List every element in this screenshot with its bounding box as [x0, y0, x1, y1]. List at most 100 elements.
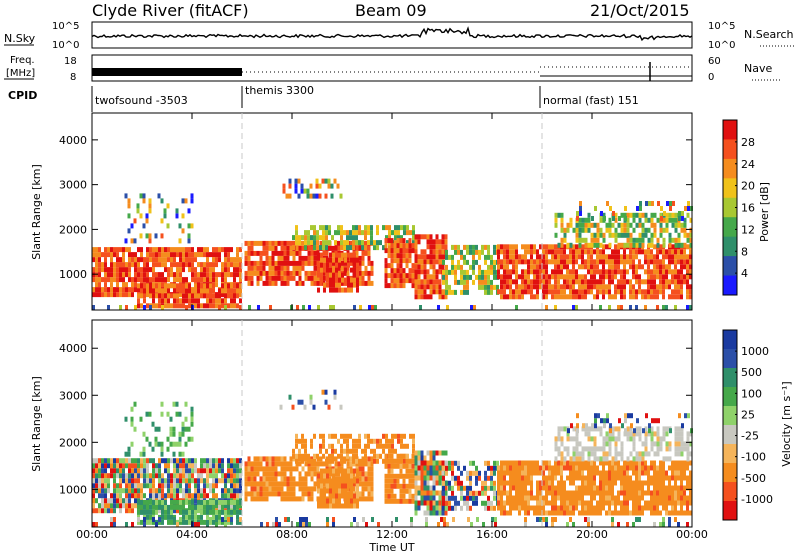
velocity-cell	[161, 473, 164, 479]
velocity-cell	[475, 495, 478, 501]
velocity-cell	[206, 499, 209, 505]
velocity-cell	[638, 431, 642, 437]
power-cell	[92, 247, 95, 253]
velocity-cell	[560, 490, 563, 496]
velocity-cell	[188, 458, 191, 464]
power-cell	[164, 283, 167, 289]
velocity-cell	[316, 453, 319, 459]
power-cell	[463, 244, 466, 250]
velocity-cell	[396, 473, 400, 479]
power-cell	[662, 305, 665, 310]
velocity-cell	[521, 495, 524, 501]
velocity-cell	[152, 509, 155, 515]
velocity-cell	[460, 480, 463, 486]
date-label: 21/Oct/2015	[590, 1, 690, 20]
velocity-cell	[172, 401, 176, 407]
power-cell	[578, 242, 582, 248]
velocity-cell	[347, 468, 350, 474]
velocity-cell	[567, 428, 570, 434]
power-cell	[122, 277, 125, 283]
power-cell	[611, 232, 615, 238]
power-cell	[638, 232, 642, 238]
velocity-cell	[563, 505, 566, 511]
power-cell	[674, 212, 678, 218]
power-cell	[435, 234, 439, 240]
velocity-cell	[130, 441, 134, 447]
power-cell	[674, 289, 677, 295]
velocity-cell	[665, 431, 669, 437]
velocity-cell	[227, 463, 230, 469]
velocity-cell	[484, 470, 487, 476]
velocity-cell	[134, 473, 137, 479]
power-cell	[689, 259, 692, 265]
power-cell	[560, 212, 564, 218]
velocity-cell	[170, 499, 173, 505]
power-cell	[683, 232, 687, 238]
velocity-cell	[665, 441, 669, 447]
power-cell	[167, 293, 170, 299]
power-cell	[438, 279, 442, 285]
velocity-cell	[496, 460, 499, 466]
velocity-cell	[140, 499, 143, 505]
power-cell	[233, 303, 236, 309]
power-cell	[400, 235, 403, 241]
velocity-cell	[364, 443, 367, 449]
velocity-cell	[623, 500, 626, 506]
power-cell	[367, 275, 371, 281]
power-cell	[197, 252, 200, 258]
power-cell	[152, 262, 155, 268]
velocity-cell	[203, 509, 206, 515]
velocity-cell	[647, 465, 650, 471]
power-cell	[515, 294, 518, 300]
power-cell	[338, 277, 341, 283]
power-cell	[602, 232, 606, 238]
velocity-cell	[346, 456, 350, 462]
velocity-cell	[593, 446, 597, 452]
power-cell	[188, 303, 191, 309]
velocity-cell	[557, 436, 561, 442]
velocity-cell	[98, 493, 101, 499]
power-cell	[324, 193, 328, 199]
power-cell	[677, 269, 680, 275]
velocity-cell	[632, 490, 635, 496]
velocity-cell	[262, 471, 266, 477]
velocity-cell	[683, 490, 686, 496]
power-cell	[304, 230, 307, 236]
velocity-cell	[575, 431, 579, 437]
power-cell	[283, 255, 287, 261]
power-cell	[569, 222, 573, 228]
velocity-cell	[95, 478, 98, 484]
power-cell	[321, 178, 325, 184]
power-cell	[125, 287, 128, 293]
power-cell	[656, 249, 659, 255]
power-cell	[671, 274, 674, 280]
velocity-cell	[367, 496, 371, 502]
velocity-cell	[349, 448, 352, 454]
velocity-cell	[116, 458, 119, 464]
power-cell	[600, 211, 603, 216]
velocity-cell	[647, 475, 650, 481]
power-cell	[250, 245, 254, 251]
velocity-cell	[393, 478, 397, 484]
velocity-cell	[653, 480, 656, 486]
velocity-cell	[131, 458, 134, 464]
velocity-cell	[310, 466, 314, 472]
velocity-cell	[605, 456, 609, 462]
velocity-cell	[411, 493, 415, 499]
power-cell	[429, 239, 433, 245]
power-cell	[185, 262, 188, 268]
power-cell	[313, 265, 317, 271]
power-cell	[426, 274, 430, 280]
velocity-cell	[113, 468, 116, 474]
power-cell	[611, 279, 614, 285]
power-cell	[322, 235, 325, 241]
power-cell	[656, 269, 659, 275]
velocity-cell	[146, 509, 149, 515]
power-cell	[329, 272, 332, 278]
velocity-cell	[665, 456, 669, 462]
power-cell	[608, 284, 611, 290]
velocity-cell	[487, 460, 490, 466]
power-cell	[402, 278, 406, 284]
velocity-cell	[435, 480, 439, 486]
power-cell	[503, 274, 506, 280]
